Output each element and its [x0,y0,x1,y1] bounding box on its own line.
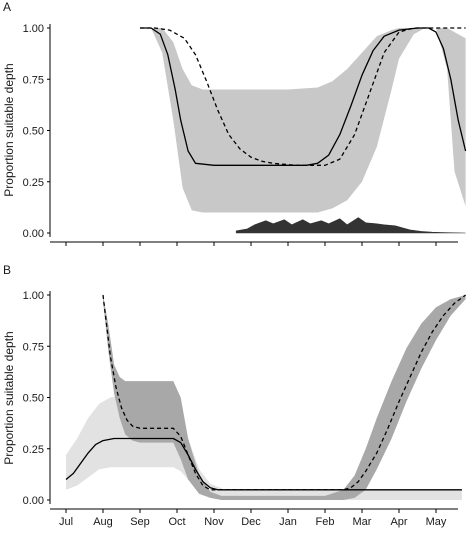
panel-a-dashed-line [140,27,466,166]
panel-b-label: B [3,263,11,277]
panel-a-solid-line [140,27,467,166]
panel-b-x-tick-label: Feb [316,516,335,528]
panel-b-dashed-line [102,294,466,491]
panel-b-y-tick-label: 0.25 [23,444,44,456]
panel-a-y-tick-label: 0.75 [23,74,44,86]
panel-b-x-tick-label: May [426,516,447,528]
panel-a-y-tick-label: 0.50 [23,126,44,138]
panel-b-y-axis-label: Proportion suitable depth [2,331,16,464]
panel-a-y-tick-label: 1.00 [23,23,44,35]
panel-b-confidence-band-2 [103,295,466,500]
panel-a-confidence-band-1 [140,28,466,213]
panel-b-plot-area: 0.00 0.25 0.50 0.75 1.00 Jul Aug Sep Oct Nov Dec Ja… [23,290,466,528]
panel-b-x-tick-label: Mar [353,516,372,528]
panel-b-x-tick-label: Oct [168,516,185,528]
panel-b-x-tick-label: Jan [279,516,297,528]
panel-b-x-tick-label: Apr [390,516,407,528]
panel-b-y-tick-label: 0.50 [23,393,44,405]
panel-a-plot-area: 0.00 0.25 0.50 0.75 1.00 [23,23,467,246]
panel-b-y-tick-label: 0.00 [23,495,44,507]
panel-b-x-tick-label: Sep [130,516,150,528]
panel-a: A Proportion suitable depth 0.00 0.25 0.50… [2,0,467,246]
panel-a-label: A [3,0,11,14]
panel-b-y-tick-label: 0.75 [23,341,44,353]
panel-a-y-tick-label: 0.25 [23,177,44,189]
panel-b-y-tick-label: 1.00 [23,290,44,302]
panel-a-density-area [235,217,466,234]
panel-b-x-tick-label: Aug [93,516,113,528]
panel-a-y-axis-label: Proportion suitable depth [2,63,16,196]
panel-b-x-tick-label: Dec [241,516,261,528]
panel-a-y-tick-label: 0.00 [23,228,44,240]
panel-b: B Proportion suitable depth 0.00 0.25 0.50… [2,263,466,528]
panel-b-x-tick-label: Nov [204,516,224,528]
panel-b-x-tick-label: Jul [59,516,73,528]
